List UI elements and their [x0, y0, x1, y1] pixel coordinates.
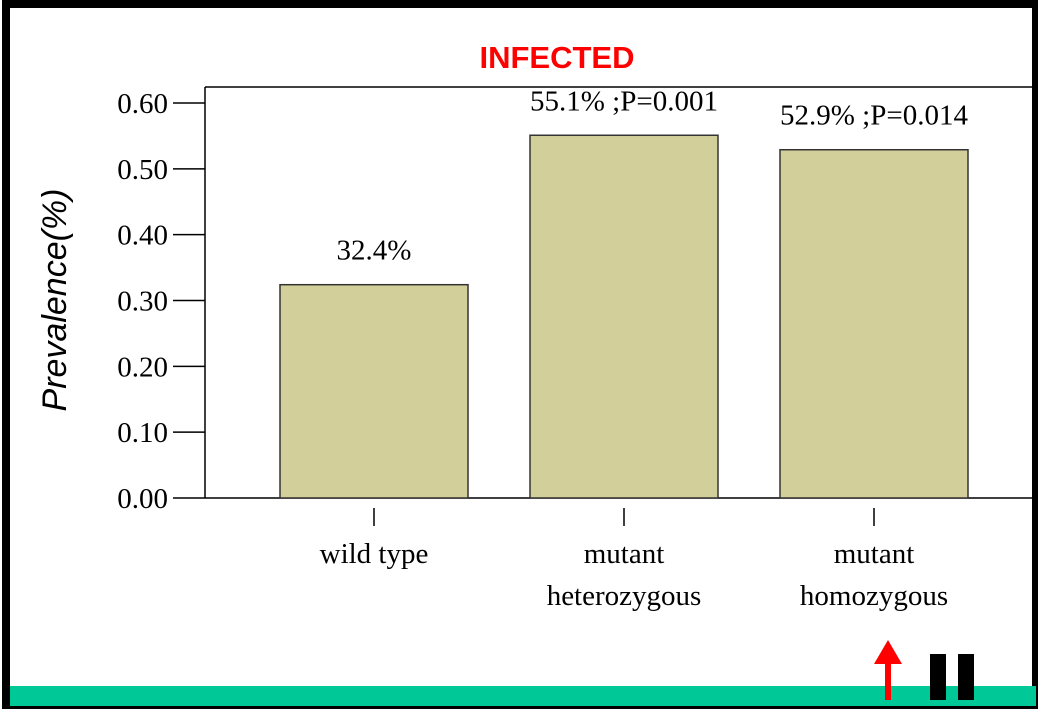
y-tick-label: 0.30	[117, 286, 168, 318]
y-tick-label: 0.20	[117, 351, 168, 383]
data-label: 52.9% ;P=0.014	[780, 100, 968, 132]
chart-title: INFECTED	[480, 40, 635, 75]
x-tick-label: heterozygous	[547, 580, 702, 612]
bar	[779, 148, 969, 499]
y-tick-label: 0.40	[117, 220, 168, 252]
red-arrow	[874, 640, 902, 700]
pause-bar	[930, 654, 946, 700]
y-tick-label: 0.00	[117, 483, 168, 515]
x-tick-label: wild type	[320, 538, 429, 570]
y-tick-label: 0.10	[117, 417, 168, 449]
bar	[529, 134, 719, 499]
x-tick-label: mutant	[834, 538, 915, 570]
y-axis-title: Prevalence(%)	[36, 189, 74, 412]
y-tick-label: 0.60	[117, 88, 168, 120]
pause-bar	[958, 654, 974, 700]
x-tick-label: mutant	[584, 538, 665, 570]
y-tick-label: 0.50	[117, 154, 168, 186]
data-label: 55.1% ;P=0.001	[530, 85, 718, 117]
x-tick-label: homozygous	[800, 580, 948, 612]
bar	[279, 283, 469, 499]
data-label: 32.4%	[337, 235, 412, 267]
green-band	[10, 686, 1036, 706]
